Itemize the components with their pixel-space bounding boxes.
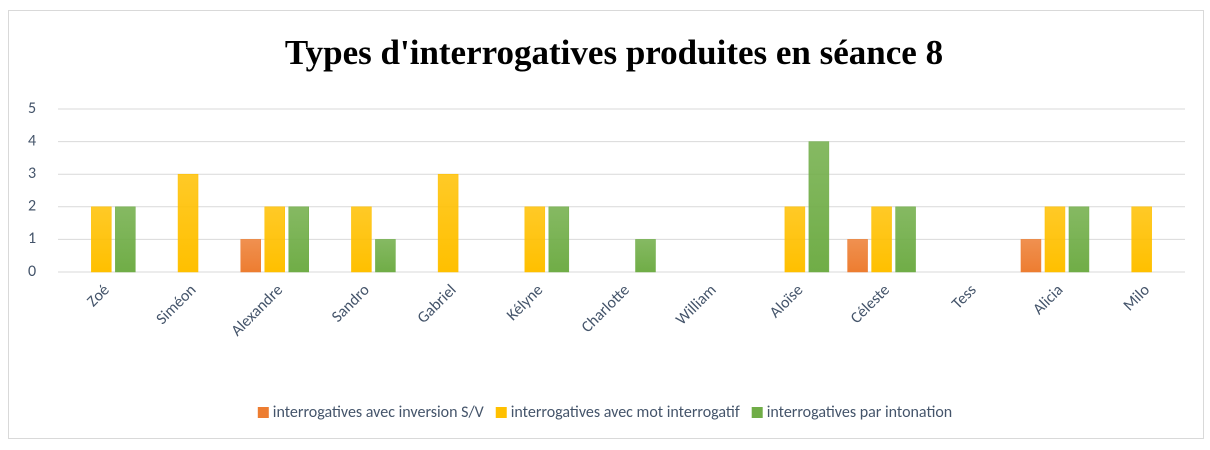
bar xyxy=(288,206,309,273)
bar xyxy=(847,239,868,273)
y-tick-label: 1 xyxy=(28,229,36,248)
bar xyxy=(91,206,112,273)
bar xyxy=(1068,206,1090,273)
legend-swatch xyxy=(751,407,763,418)
bar xyxy=(240,239,261,273)
y-tick-label: 0 xyxy=(28,262,36,281)
bar xyxy=(437,173,459,273)
legend: interrogatives avec inversion S/V interro… xyxy=(257,403,953,422)
chart-title: Types d'interrogatives produites en séan… xyxy=(285,33,943,72)
chart-border xyxy=(8,10,1204,439)
y-tick-label: 4 xyxy=(28,131,36,150)
legend-label: interrogatives avec mot interrogatif xyxy=(511,403,740,422)
bar xyxy=(177,173,199,273)
y-tick-label: 2 xyxy=(28,197,36,216)
bar xyxy=(784,206,806,273)
bar xyxy=(1044,206,1066,273)
bar xyxy=(524,206,546,273)
bar xyxy=(635,239,656,273)
bar xyxy=(548,206,570,273)
legend-swatch xyxy=(257,407,269,418)
bar xyxy=(375,239,396,273)
bar xyxy=(351,206,372,273)
legend-label: interrogatives avec inversion S/V xyxy=(273,403,485,422)
bar xyxy=(1020,239,1042,273)
legend-swatch xyxy=(495,407,507,418)
y-tick-label: 5 xyxy=(28,99,36,118)
legend-label: interrogatives par intonation xyxy=(767,403,953,422)
bar xyxy=(115,206,136,273)
bar xyxy=(808,141,830,273)
y-tick-label: 3 xyxy=(28,164,36,183)
bar xyxy=(895,206,916,273)
bar xyxy=(1131,206,1152,273)
bar xyxy=(264,206,285,273)
bar xyxy=(871,206,892,273)
